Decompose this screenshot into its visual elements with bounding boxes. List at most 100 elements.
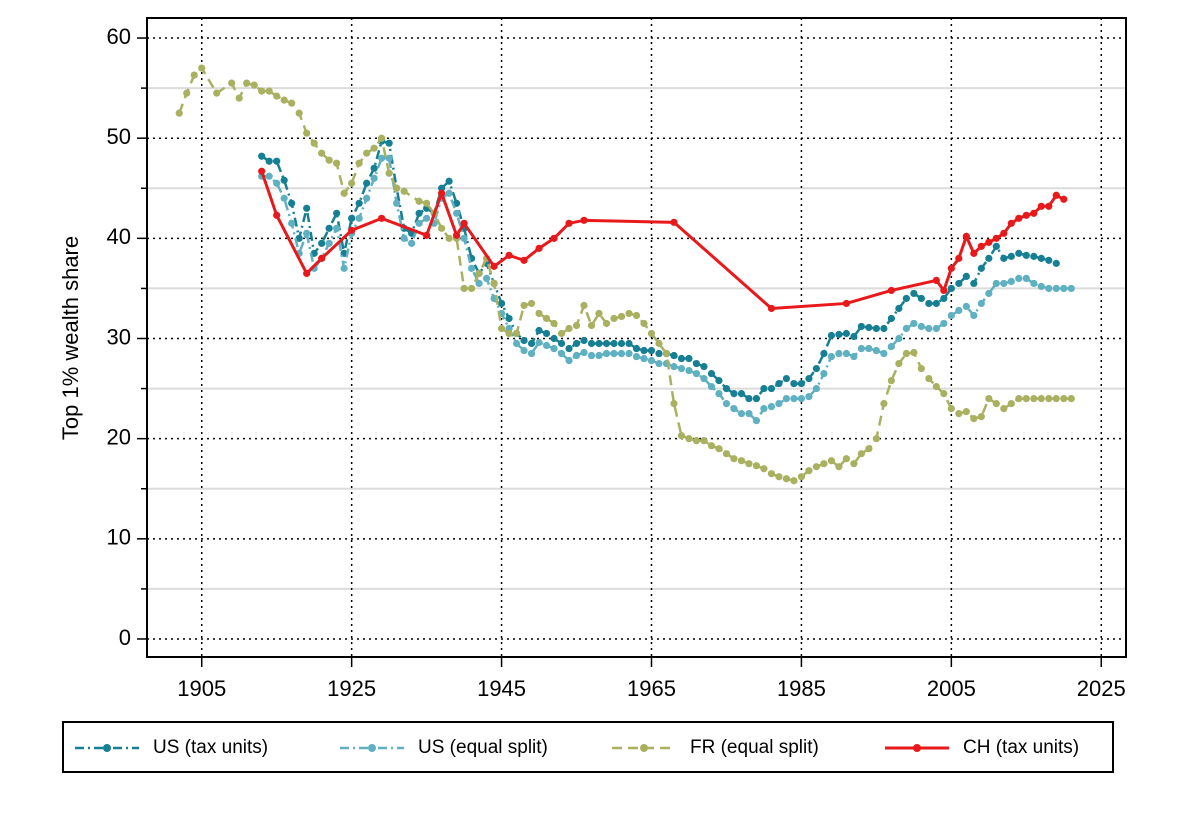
- data-point: [805, 392, 813, 401]
- data-point: [625, 309, 633, 318]
- data-point: [445, 189, 453, 197]
- data-point: [557, 329, 566, 338]
- data-point: [767, 470, 776, 478]
- data-point: [1060, 394, 1068, 403]
- data-point: [325, 239, 333, 247]
- data-point: [437, 184, 446, 192]
- data-point: [557, 349, 566, 358]
- data-point: [797, 394, 806, 403]
- data-point: [527, 339, 536, 348]
- data-point: [1007, 400, 1015, 408]
- data-point: [985, 289, 993, 298]
- legend-marker: [913, 744, 921, 752]
- data-point: [812, 364, 821, 373]
- data-point: [730, 455, 738, 463]
- data-point: [340, 264, 348, 272]
- data-point: [925, 324, 933, 333]
- data-point: [962, 232, 970, 240]
- data-point: [767, 403, 776, 411]
- data-point: [700, 437, 708, 445]
- data-point: [213, 89, 221, 97]
- y-tick-label: 50: [107, 124, 131, 149]
- data-point: [400, 187, 408, 195]
- data-point: [542, 314, 551, 323]
- data-point: [955, 254, 963, 262]
- data-point: [265, 87, 273, 95]
- data-point: [790, 394, 798, 403]
- data-point: [497, 324, 506, 333]
- data-point: [617, 339, 626, 348]
- data-point: [565, 219, 573, 227]
- data-point: [730, 389, 738, 398]
- data-point: [437, 189, 446, 197]
- data-point: [273, 92, 281, 100]
- data-point: [423, 214, 431, 222]
- data-point: [325, 224, 333, 232]
- legend-marker: [640, 744, 648, 752]
- data-point: [692, 437, 701, 445]
- data-point: [647, 356, 656, 365]
- x-tick-label: 1925: [327, 676, 376, 701]
- data-point: [970, 249, 978, 257]
- data-point: [842, 329, 850, 338]
- data-point: [992, 279, 1000, 288]
- data-point: [243, 79, 251, 87]
- data-point: [722, 450, 731, 458]
- data-point: [820, 369, 828, 378]
- data-point: [685, 366, 693, 375]
- data-point: [550, 334, 558, 343]
- data-point: [1052, 284, 1060, 293]
- data-point: [393, 184, 401, 192]
- data-point: [363, 179, 371, 187]
- data-point: [587, 351, 596, 360]
- data-point: [580, 301, 588, 310]
- data-point: [932, 382, 940, 391]
- data-point: [550, 344, 558, 353]
- data-point: [850, 352, 858, 361]
- data-point: [895, 359, 903, 368]
- data-point: [1060, 195, 1068, 203]
- data-point: [198, 64, 206, 72]
- data-point: [572, 351, 581, 360]
- data-point: [348, 179, 356, 187]
- data-point: [1060, 284, 1068, 293]
- data-point: [715, 445, 723, 453]
- data-point: [333, 224, 341, 232]
- data-point: [385, 154, 393, 162]
- data-point: [865, 344, 873, 353]
- data-point: [370, 144, 378, 152]
- data-point: [700, 362, 708, 371]
- data-point: [1045, 202, 1053, 210]
- data-point: [235, 94, 243, 102]
- data-point: [872, 435, 880, 443]
- data-point: [640, 319, 648, 328]
- data-point: [745, 410, 753, 418]
- data-point: [475, 269, 483, 277]
- legend-label: US (tax units): [153, 737, 268, 758]
- data-point: [677, 354, 686, 363]
- data-point: [602, 319, 611, 328]
- data-point: [505, 329, 513, 338]
- y-tick-label: 0: [119, 625, 131, 650]
- data-point: [505, 251, 513, 259]
- data-point: [258, 167, 266, 175]
- data-point: [565, 356, 573, 365]
- data-point: [1000, 279, 1008, 288]
- data-point: [970, 279, 978, 288]
- data-point: [520, 346, 528, 355]
- data-point: [700, 374, 708, 383]
- data-point: [1022, 394, 1030, 403]
- data-point: [797, 473, 806, 481]
- y-tick-label: 60: [107, 24, 131, 49]
- data-point: [865, 445, 873, 453]
- data-point: [857, 450, 865, 458]
- data-point: [1067, 284, 1075, 293]
- data-point: [273, 157, 281, 165]
- data-point: [378, 154, 386, 162]
- data-point: [565, 344, 573, 353]
- data-point: [273, 211, 281, 219]
- data-point: [527, 299, 536, 308]
- data-point: [947, 284, 955, 293]
- data-point: [325, 156, 333, 164]
